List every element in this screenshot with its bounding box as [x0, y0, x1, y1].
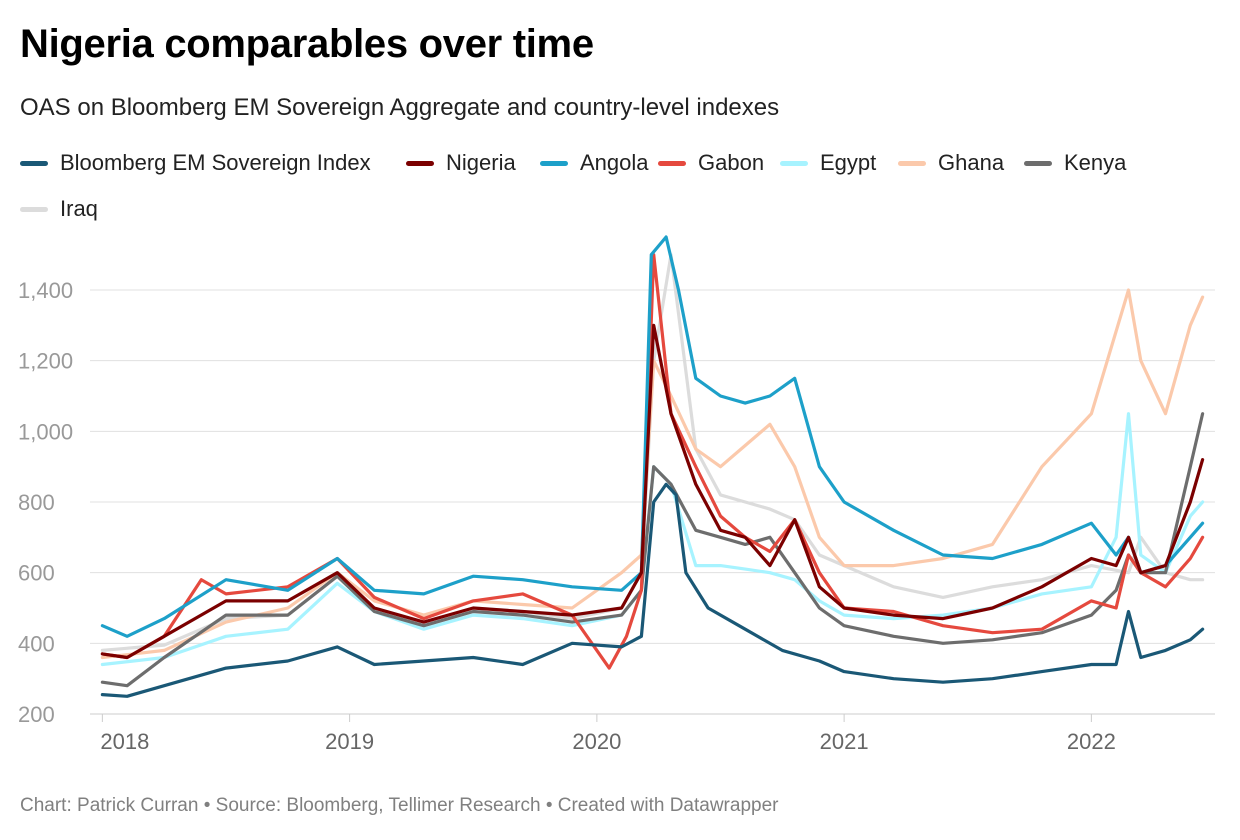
series-line-nigeria	[100, 323, 1205, 660]
series-line-egypt	[100, 412, 1205, 667]
legend-label: Gabon	[698, 150, 765, 175]
legend-item-ghana: Ghana	[898, 150, 1004, 176]
x-tick-label: 2022	[1067, 729, 1116, 754]
legend-label: Ghana	[938, 150, 1005, 175]
chart-footer: Chart: Patrick Curran • Source: Bloomber…	[20, 795, 779, 816]
legend-swatch	[20, 160, 48, 166]
legend-swatch	[898, 160, 926, 166]
series-line-gabon	[100, 253, 1205, 670]
legend-label: Nigeria	[446, 150, 516, 175]
y-tick-label: 200	[18, 702, 55, 727]
legend-item-egypt: Egypt	[780, 150, 876, 176]
legend-label: Bloomberg EM Sovereign Index	[60, 150, 371, 175]
legend-swatch	[20, 206, 48, 212]
legend-swatch	[780, 160, 808, 166]
legend-label: Egypt	[820, 150, 877, 175]
y-tick-label: 1,000	[18, 419, 73, 444]
x-tick-label: 2020	[572, 729, 621, 754]
x-tick-label: 2018	[100, 729, 149, 754]
series-line-bloomberg-em-sovereign-index	[100, 482, 1205, 698]
chart-subtitle: OAS on Bloomberg EM Sovereign Aggregate …	[20, 94, 780, 121]
x-tick-label: 2021	[820, 729, 869, 754]
series-line-angola	[100, 235, 1205, 638]
y-tick-label: 600	[18, 561, 55, 586]
chart-title: Nigeria comparables over time	[20, 22, 594, 66]
legend-label: Iraq	[60, 196, 98, 221]
series-group	[100, 235, 1205, 698]
legend-item-kenya: Kenya	[1024, 150, 1126, 176]
legend-swatch	[658, 160, 686, 166]
legend-label: Angola	[580, 150, 649, 175]
legend-item-bloomberg-em-sovereign-index: Bloomberg EM Sovereign Index	[20, 150, 371, 176]
series-line-kenya	[100, 412, 1205, 688]
series-line-ghana	[100, 288, 1205, 660]
legend-item-nigeria: Nigeria	[406, 150, 516, 176]
x-tick-label: 2019	[325, 729, 374, 754]
legend-swatch	[1024, 160, 1052, 166]
y-tick-label: 1,200	[18, 349, 73, 374]
legend-label: Kenya	[1064, 150, 1127, 175]
legend-swatch	[540, 160, 568, 166]
legend-item-iraq: Iraq	[20, 196, 98, 222]
y-tick-label: 1,400	[18, 278, 73, 303]
y-tick-label: 800	[18, 490, 55, 515]
legend-item-gabon: Gabon	[658, 150, 764, 176]
legend-item-angola: Angola	[540, 150, 649, 176]
y-tick-label: 400	[18, 631, 55, 656]
line-chart: 200 400 600 800 1,000 1,200 1,400 2018 2019 2020 2…	[18, 235, 1215, 754]
legend-swatch	[406, 160, 434, 166]
